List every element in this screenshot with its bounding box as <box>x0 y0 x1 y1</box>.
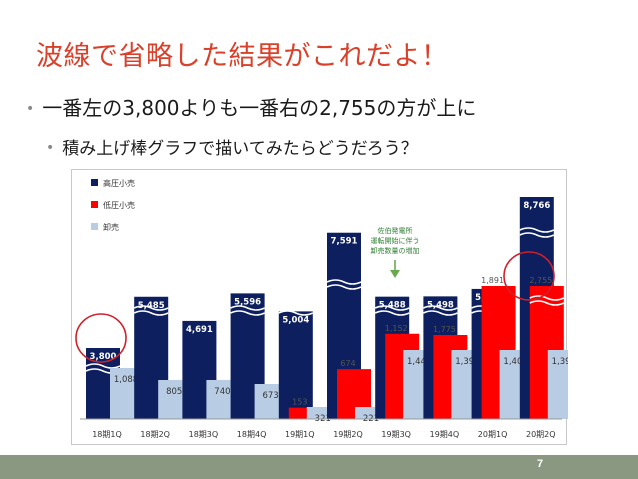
category-label-5: 19期2Q <box>333 430 363 439</box>
axis-break-wave-4-1 <box>278 310 314 316</box>
axis-break-wave-9-1 <box>519 232 555 238</box>
axis-break-wave-2-1 <box>182 310 217 316</box>
data-label-wholesale-2: 740 <box>214 387 230 397</box>
bar-wholesale-9 <box>547 350 568 419</box>
category-label-2: 18期3Q <box>189 430 219 439</box>
bar-low-voltage-4 <box>288 407 323 419</box>
axis-break-wave-1-0 <box>133 305 169 311</box>
data-label-high-voltage-3: 5,596 <box>234 297 261 307</box>
axis-break-wave-7-0 <box>423 305 458 311</box>
axis-break-wave-1-1 <box>133 310 169 316</box>
data-label-wholesale-3: 673 <box>262 391 278 401</box>
data-label-low-voltage-7: 1,775 <box>433 325 456 334</box>
axis-break-wave-6-1 <box>374 310 410 316</box>
axis-break-wave-9-0 <box>519 227 555 233</box>
data-label-low-voltage-4: 153 <box>292 398 307 407</box>
category-label-9: 20期2Q <box>526 430 556 439</box>
axis-break-wave-low-0 <box>529 295 565 301</box>
data-label-wholesale-6: 1,444 <box>407 357 431 367</box>
axis-break-wave-4-0 <box>278 305 314 311</box>
category-label-8: 20期1Q <box>478 430 508 439</box>
annotation-line-2: 卸売数量の増加 <box>371 246 420 255</box>
chart-frame: 高圧小売低圧小売卸売 3,800 1,088 18期1Q 5,485 805 18期2Q 4,… <box>71 169 568 445</box>
bullet-point-2: • 積み上げ棒グラフで描いてみたらどうだろう？ <box>46 134 418 159</box>
category-label-0: 18期1Q <box>92 430 122 439</box>
data-label-high-voltage-2: 4,691 <box>186 325 213 335</box>
category-label-6: 19期3Q <box>381 430 411 439</box>
footer-bar <box>0 455 638 479</box>
axis-break-wave-3-1 <box>230 310 265 316</box>
category-label-4: 19期1Q <box>285 430 315 439</box>
data-label-high-voltage-5: 7,591 <box>331 237 358 247</box>
data-label-high-voltage-4: 5,004 <box>282 315 309 325</box>
axis-break-wave-5-1 <box>326 284 362 290</box>
axis-break-wave-7-1 <box>423 310 458 316</box>
axis-break-wave-2-0 <box>182 305 217 311</box>
category-label-1: 18期2Q <box>140 430 170 439</box>
data-label-wholesale-1: 805 <box>166 387 182 397</box>
category-label-3: 18期4Q <box>237 430 267 439</box>
data-label-low-voltage-8: 1,891 <box>481 276 504 285</box>
data-label-wholesale-0: 1,088 <box>114 375 138 385</box>
legend-label-0: 高圧小売 <box>103 178 135 188</box>
bullet-dot: • <box>26 101 35 117</box>
bullet-text-1: 一番左の3,800よりも一番右の2,755の方が上に <box>42 96 477 120</box>
bullet-text-2: 積み上げ棒グラフで描いてみたらどうだろう？ <box>62 139 418 159</box>
legend-swatch-2 <box>91 223 98 230</box>
category-label-7: 19期4Q <box>430 430 460 439</box>
page-number: 7 <box>536 458 544 470</box>
annotation-line-1: 運転開始に伴う <box>371 236 420 245</box>
annotation-line-0: 佐伯発電所 <box>378 226 413 235</box>
legend-swatch-0 <box>91 179 98 186</box>
data-label-high-voltage-7: 5,498 <box>427 300 454 310</box>
axis-break-wave-0-0 <box>85 363 121 369</box>
data-label-low-voltage-6: 1,152 <box>385 324 408 333</box>
data-label-high-voltage-6: 5,488 <box>379 301 406 311</box>
bullet-dot: • <box>46 140 55 156</box>
data-label-high-voltage-1: 5,485 <box>138 301 165 311</box>
data-label-wholesale-9: 1,390 <box>552 357 568 367</box>
axis-break-wave-6-0 <box>374 305 410 311</box>
bar-high-voltage-4 <box>278 311 313 419</box>
data-label-low-voltage-9: 2,755 <box>529 276 552 285</box>
data-label-high-voltage-9: 8,766 <box>523 201 550 211</box>
data-label-wholesale-8: 1,407 <box>503 357 527 367</box>
legend-label-1: 低圧小売 <box>103 200 135 210</box>
data-label-high-voltage-0: 3,800 <box>90 352 117 362</box>
highlight-circle-left <box>75 313 127 363</box>
data-label-wholesale-7: 1,396 <box>455 357 479 367</box>
axis-break-wave-low-1 <box>529 300 565 306</box>
legend-swatch-1 <box>91 201 98 208</box>
axis-break-wave-5-0 <box>326 279 362 285</box>
legend-label-2: 卸売 <box>103 222 119 232</box>
data-label-low-voltage-5: 674 <box>340 359 355 368</box>
highlight-circle-right <box>503 251 555 301</box>
bullet-point-1: • 一番左の3,800よりも一番右の2,755の方が上に <box>26 92 476 121</box>
axis-break-wave-3-0 <box>230 305 265 311</box>
slide-title: 波線で省略した結果がこれだよ！ <box>36 41 449 72</box>
annotation-arrow-head <box>390 270 400 278</box>
